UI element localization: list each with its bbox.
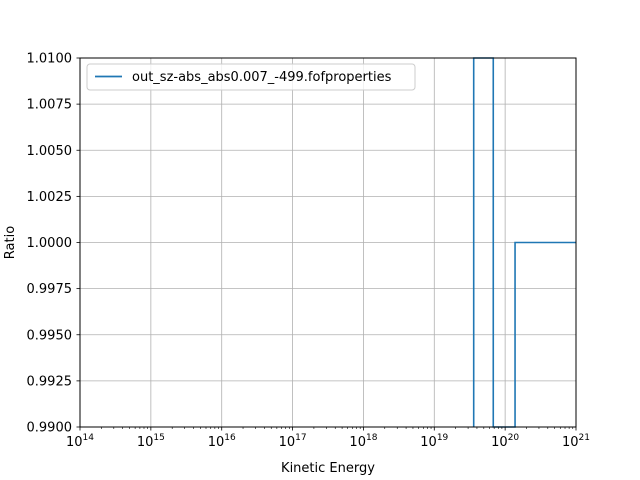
x-tick-label: 1015 xyxy=(137,433,165,450)
legend-label: out_sz-abs_abs0.007_-499.fofproperties xyxy=(132,70,392,85)
x-axis: 1014 1015 1016 1017 1018 1019 1020 1021 xyxy=(66,427,590,450)
y-tick-label: 0.9900 xyxy=(27,421,73,436)
y-tick-label: 0.9950 xyxy=(27,328,73,343)
legend-box xyxy=(86,63,416,91)
y-tick-label: 1.0000 xyxy=(27,236,73,251)
x-axis-title: Kinetic Energy xyxy=(281,461,375,476)
x-tick-label: 1016 xyxy=(208,433,236,450)
legend: out_sz-abs_abs0.007_-499.fofproperties xyxy=(86,63,416,91)
y-axis: 0.9900 0.9925 0.9950 0.9975 1.0000 1.0025 1.00… xyxy=(27,52,80,436)
x-tick-label: 1014 xyxy=(66,433,94,450)
y-tick-label: 1.0075 xyxy=(27,98,73,113)
x-tick-label: 1020 xyxy=(491,433,519,450)
x-tick-label: 1021 xyxy=(562,433,590,450)
y-axis-title: Ratio xyxy=(3,226,18,259)
x-tick-label: 1019 xyxy=(420,433,448,450)
y-tick-label: 0.9925 xyxy=(27,374,73,389)
y-tick-label: 1.0050 xyxy=(27,144,73,159)
x-tick-label: 1018 xyxy=(349,433,377,450)
x-tick-label: 1017 xyxy=(279,433,307,450)
y-tick-label: 1.0025 xyxy=(27,190,73,205)
y-tick-label: 0.9975 xyxy=(27,282,73,297)
y-tick-label: 1.0100 xyxy=(27,52,73,67)
